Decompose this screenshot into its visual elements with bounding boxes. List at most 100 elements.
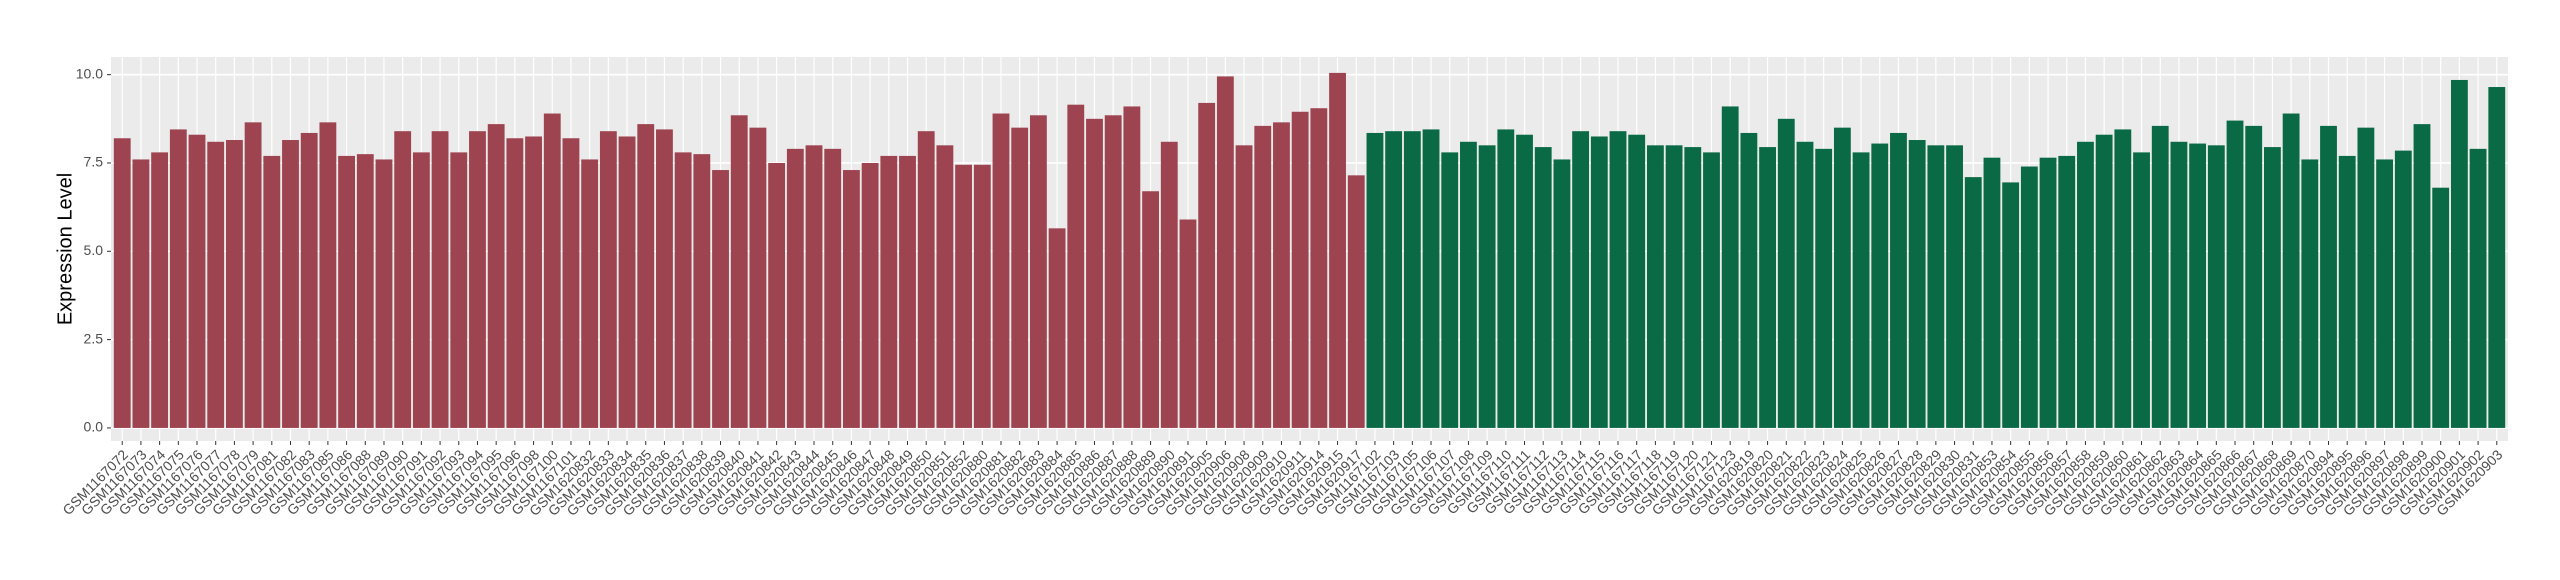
bar: [543, 113, 561, 428]
bar: [375, 159, 393, 428]
bar: [2002, 182, 2020, 428]
bar: [2095, 134, 2113, 428]
bar: [2413, 124, 2431, 428]
bar: [1460, 141, 1477, 428]
bar: [431, 131, 449, 428]
bar: [1067, 104, 1085, 428]
bar: [487, 124, 505, 428]
bar: [2338, 155, 2356, 428]
bar: [2376, 159, 2394, 428]
bar: [843, 170, 860, 428]
bar: [936, 145, 954, 428]
bar: [1628, 134, 1646, 428]
bar: [1796, 141, 1814, 428]
bar: [656, 129, 673, 428]
bar: [2432, 187, 2450, 428]
bar: [207, 141, 225, 428]
bar: [1216, 76, 1234, 428]
bar: [1983, 157, 2001, 428]
bar: [169, 129, 187, 428]
bar: [768, 162, 786, 428]
bar: [244, 122, 262, 428]
bar: [973, 164, 991, 428]
bar: [1590, 136, 1608, 428]
bar: [824, 148, 842, 428]
bar: [525, 136, 542, 428]
bar: [1665, 145, 1683, 428]
bar: [1347, 175, 1365, 428]
bar: [2282, 113, 2300, 428]
bar: [1160, 141, 1178, 428]
bar: [2450, 79, 2468, 428]
bar: [1104, 115, 1122, 428]
bar: [263, 155, 281, 428]
bar: [2114, 129, 2132, 428]
bar: [880, 155, 898, 428]
bar: [1721, 106, 1739, 428]
bar: [2170, 141, 2188, 428]
bar: [1852, 152, 1870, 428]
bar: [2245, 125, 2263, 428]
bar: [1740, 132, 1758, 428]
bar: [786, 148, 804, 428]
bar: [2077, 141, 2094, 428]
bar: [2058, 155, 2076, 428]
bar: [1142, 191, 1159, 428]
bar: [2301, 159, 2319, 428]
y-tick-label: 7.5: [84, 154, 104, 170]
bar: [412, 152, 430, 428]
bar: [1646, 145, 1664, 428]
bar: [917, 131, 935, 428]
bar: [2320, 125, 2337, 428]
bar: [1403, 131, 1421, 428]
bar: [1609, 131, 1627, 428]
bar: [2189, 143, 2207, 428]
bar: [1815, 148, 1833, 428]
bar: [1572, 131, 1590, 428]
bar: [1534, 147, 1552, 428]
bar: [2469, 148, 2487, 428]
bar: [2263, 147, 2281, 428]
y-tick-label: 2.5: [84, 330, 104, 346]
bar: [1833, 127, 1851, 428]
bar: [618, 136, 636, 428]
bar: [637, 124, 655, 428]
bar: [805, 145, 823, 428]
bar: [1385, 131, 1403, 428]
bar: [1478, 145, 1496, 428]
bar: [1310, 108, 1328, 428]
bar: [1123, 106, 1141, 428]
bar: [151, 152, 169, 428]
bar: [2151, 125, 2169, 428]
y-tick-label: 0.0: [84, 419, 104, 435]
bar: [1011, 127, 1029, 428]
bar: [356, 154, 374, 428]
bar: [1254, 125, 1272, 428]
bar: [1684, 147, 1702, 428]
bar: [394, 131, 412, 428]
bar: [1759, 147, 1776, 428]
bar: [693, 154, 711, 428]
bar: [1871, 143, 1889, 428]
bar: [300, 132, 318, 428]
bar: [1291, 111, 1309, 428]
bar: [338, 155, 356, 428]
bar: [1198, 102, 1216, 428]
bar: [674, 152, 692, 428]
bar: [581, 159, 599, 428]
bar: [113, 138, 131, 428]
bar: [2207, 145, 2225, 428]
bar: [1441, 152, 1459, 428]
bar: [2020, 166, 2038, 428]
bar: [1029, 115, 1047, 428]
bar: [188, 134, 206, 428]
bar: [1516, 134, 1533, 428]
bar: [2133, 152, 2150, 428]
y-tick-label: 10.0: [76, 65, 103, 81]
bar: [955, 164, 973, 428]
bar: [2226, 120, 2244, 428]
bar: [749, 127, 767, 428]
bar: [506, 138, 524, 428]
bar: [1497, 129, 1515, 428]
bar: [730, 115, 748, 428]
